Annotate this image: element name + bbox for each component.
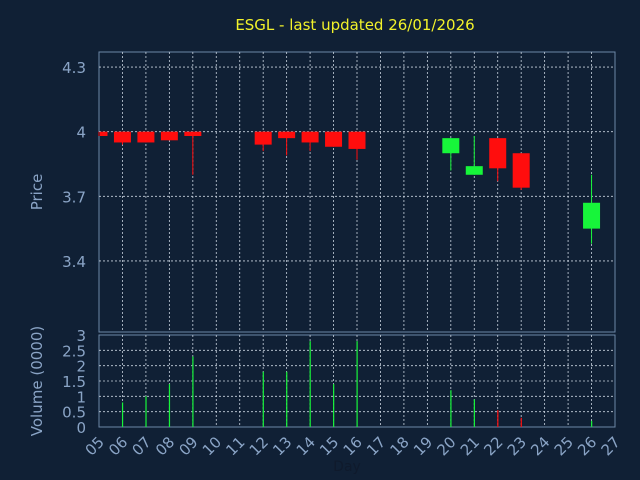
volume-tick-label: 0.5 — [62, 404, 86, 422]
day-tick-label: 25 — [551, 433, 577, 459]
price-tick-label: 4.3 — [62, 59, 86, 77]
candle-body-21 — [465, 166, 483, 175]
day-tick-label: 10 — [199, 433, 225, 459]
day-tick-label: 16 — [340, 433, 366, 459]
candle-body-15 — [325, 131, 343, 147]
day-tick-label: 22 — [480, 433, 506, 459]
volume-bar-14 — [309, 341, 311, 427]
volume-bar-16 — [356, 341, 358, 427]
chart-title: ESGL - last updated 26/01/2026 — [235, 16, 474, 34]
volume-bar-09 — [192, 356, 194, 427]
volume-tick-label: 0 — [76, 419, 86, 437]
volume-bar-06 — [121, 402, 124, 427]
day-tick-label: 06 — [105, 433, 131, 459]
price-tick-label: 3.7 — [62, 188, 86, 206]
day-tick-label: 20 — [433, 433, 459, 459]
candle-body-07 — [137, 131, 155, 143]
day-tick-label: 12 — [246, 433, 272, 459]
volume-bar-08 — [168, 384, 171, 427]
candle-body-20 — [442, 138, 460, 154]
day-tick-label: 13 — [269, 433, 295, 459]
candle-body-13 — [278, 131, 296, 139]
price-tick-label: 4 — [76, 124, 86, 142]
day-axis-label: Day — [333, 459, 361, 475]
day-tick-label: 23 — [504, 433, 530, 459]
candle-body-05 — [100, 131, 108, 136]
candle-body-09 — [184, 131, 202, 136]
candle-body-16 — [348, 131, 366, 149]
volume-bar-12 — [262, 371, 264, 427]
volume-panel: 32.521.510.50050607080910111213141516171… — [62, 327, 624, 459]
price-tick-label: 3.4 — [62, 253, 86, 271]
day-tick-label: 14 — [293, 433, 319, 459]
day-tick-label: 11 — [222, 433, 248, 459]
volume-bar-22 — [497, 410, 499, 427]
candle-body-22 — [489, 138, 507, 169]
day-tick-label: 18 — [387, 433, 413, 459]
volume-bar-26 — [591, 420, 593, 427]
price-axis-label: Price — [28, 174, 46, 211]
volume-tick-label: 1.5 — [62, 373, 86, 391]
volume-tick-label: 2 — [76, 358, 86, 376]
day-tick-label: 07 — [129, 433, 155, 459]
candle-body-23 — [512, 153, 530, 188]
volume-bar-13 — [286, 371, 288, 427]
volume-tick-label: 2.5 — [62, 342, 86, 360]
price-panel: 4.3 4 3.7 3.4 — [62, 51, 616, 333]
volume-tick-label: 3 — [76, 327, 86, 345]
day-tick-label: 24 — [527, 433, 553, 459]
candle-body-12 — [254, 131, 272, 145]
day-tick-label: 15 — [316, 433, 342, 459]
candle-body-14 — [301, 131, 319, 143]
candle-body-26 — [583, 202, 601, 229]
volume-bar-15 — [333, 384, 335, 427]
volume-bar-23 — [520, 417, 522, 427]
day-tick-label: 27 — [598, 433, 624, 459]
volume-axis-label: Volume (0000) — [28, 326, 46, 436]
day-tick-label: 05 — [82, 433, 108, 459]
volume-bar-21 — [473, 399, 475, 427]
candle-body-06 — [113, 131, 131, 143]
volume-tick-label: 1 — [76, 388, 86, 406]
candle-body-08 — [160, 131, 178, 141]
day-tick-label: 09 — [175, 433, 201, 459]
volume-bar-20 — [450, 390, 452, 427]
day-tick-label: 17 — [363, 433, 389, 459]
day-tick-label: 08 — [152, 433, 178, 459]
day-tick-label: 26 — [574, 433, 600, 459]
day-tick-label: 19 — [410, 433, 436, 459]
day-tick-label: 21 — [457, 433, 483, 459]
volume-bar-07 — [145, 396, 147, 427]
